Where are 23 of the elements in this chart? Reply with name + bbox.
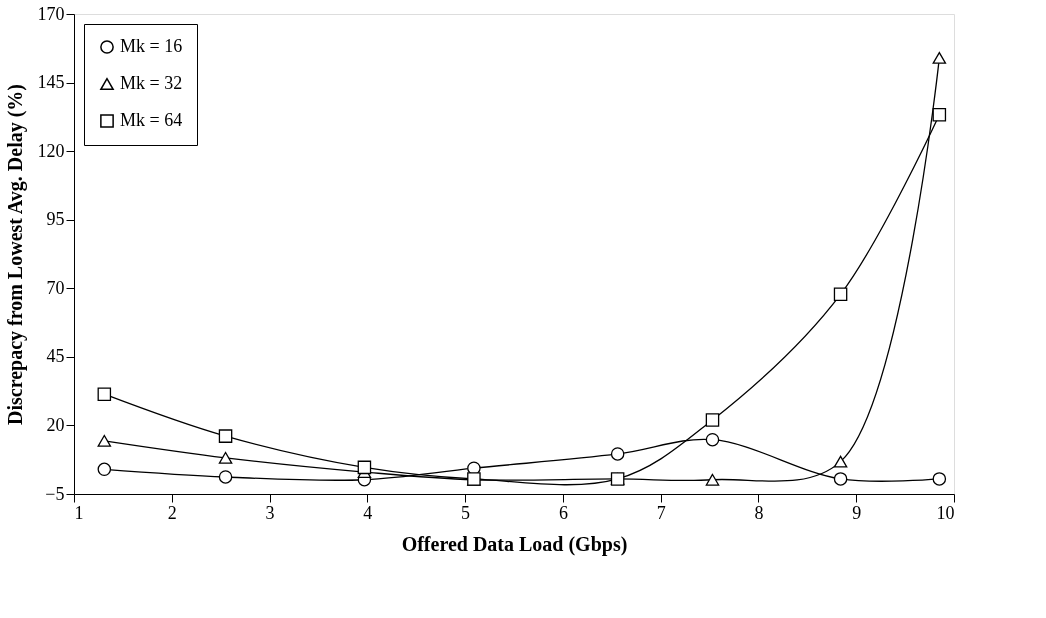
x-tick-label: 10 [936,502,955,523]
x-tick-label: 9 [852,502,862,523]
y-tick-label: 170 [37,3,65,24]
x-tick-label: 4 [363,502,373,523]
legend-label: Mk = 32 [120,73,183,93]
y-tick-label: 70 [46,277,65,298]
legend-label: Mk = 16 [120,36,183,56]
x-tick-label: 2 [167,502,177,523]
y-tick-label: −5 [45,483,65,504]
x-tick-label: 6 [558,502,568,523]
legend-label: Mk = 64 [120,110,183,130]
x-tick-label: 8 [754,502,764,523]
x-tick-label: 7 [656,502,666,523]
x-axis-title: Offered Data Load (Gbps) [401,532,628,556]
x-tick-label: 1 [74,502,84,523]
y-tick-label: 45 [46,346,65,367]
y-axis-title: Discrepacy from Lowest Avg. Delay (%) [3,83,27,426]
x-tick-label: 5 [461,502,471,523]
y-tick-label: 145 [37,72,65,93]
x-tick-label: 3 [265,502,275,523]
y-tick-label: 95 [46,209,65,230]
y-tick-label: 20 [46,414,65,435]
y-tick-label: 120 [37,140,65,161]
